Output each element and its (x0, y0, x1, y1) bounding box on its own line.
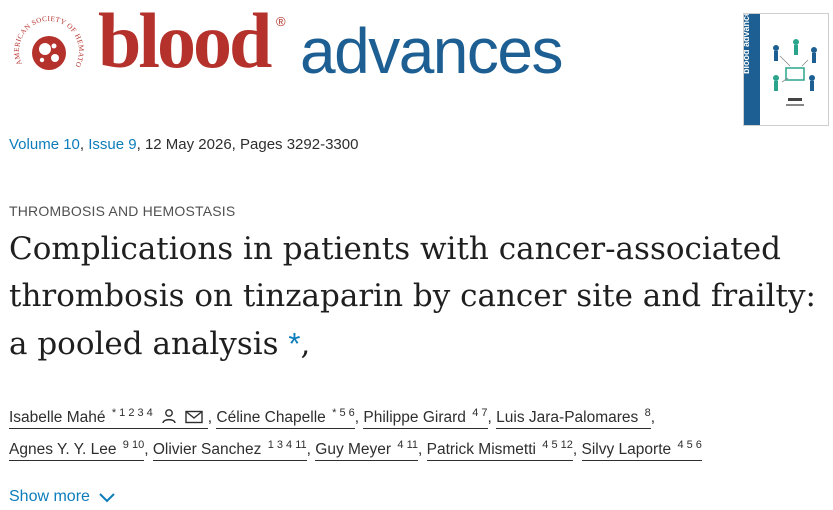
author-name: Agnes Y. Y. Lee (9, 441, 117, 458)
issue-date-pages: , 12 May 2026, Pages 3292-3300 (136, 136, 359, 153)
cover-stripe (744, 14, 760, 125)
title-trailing-comma: , (300, 326, 311, 362)
author-affiliations: * 5 6 (332, 406, 355, 419)
cover-label: blood advances (743, 14, 751, 74)
logo-blood-wordmark: blood (98, 0, 272, 84)
author-affiliations: 4 5 12 (542, 438, 573, 451)
author-affiliations: 4 11 (397, 438, 418, 451)
author-separator: , (144, 441, 149, 458)
issue-separator: , (79, 136, 89, 153)
issue-link[interactable]: Issue 9 (88, 136, 137, 153)
article-title-text: Complications in patients with cancer-as… (9, 231, 816, 362)
article-title: Complications in patients with cancer-as… (9, 226, 829, 368)
title-footnote-link[interactable]: * (288, 326, 301, 361)
author-name: Olivier Sanchez (152, 441, 262, 458)
author-affiliations: 4 5 6 (677, 438, 702, 451)
author-link[interactable]: Silvy Laporte 4 5 6 (581, 438, 702, 461)
issue-info: Volume 10, Issue 9, 12 May 2026, Pages 3… (9, 136, 358, 153)
volume-link[interactable]: Volume 10 (9, 136, 80, 153)
author-link[interactable]: Olivier Sanchez 1 3 4 11 (152, 438, 307, 461)
author-separator: , (207, 409, 213, 426)
author-link[interactable]: Agnes Y. Y. Lee 9 10 (9, 438, 145, 461)
ash-seal-logo: AMERICAN SOCIETY OF HEMATOLOGY (10, 12, 85, 70)
author-link[interactable]: Philippe Girard 4 7 (363, 406, 488, 429)
author-name: Silvy Laporte (581, 441, 672, 458)
author-affiliations: 8 (644, 406, 651, 419)
author-separator: , (650, 409, 656, 426)
author-separator: , (487, 409, 492, 426)
author-separator: , (354, 409, 360, 426)
article-category: THROMBOSIS AND HEMOSTASIS (9, 203, 236, 219)
show-more-label: Show more (9, 488, 90, 505)
author-name: Céline Chapelle (216, 409, 326, 426)
author-name: Luis Jara-Palomares (496, 409, 639, 426)
author-name: Guy Meyer (315, 441, 392, 458)
author-affiliations: * 1 2 3 4 (111, 406, 153, 419)
author-affiliations: 4 7 (472, 406, 488, 419)
person-icon[interactable] (161, 408, 177, 424)
author-separator: , (306, 441, 311, 458)
author-link[interactable]: Guy Meyer 4 11 (315, 438, 418, 461)
show-more-button[interactable]: Show more (9, 488, 116, 506)
journal-header: AMERICAN SOCIETY OF HEMATOLOGY blood ® a… (0, 0, 833, 126)
author-name: Isabelle Mahé (9, 409, 106, 426)
author-name: Patrick Mismetti (426, 441, 536, 458)
author-name: Philippe Girard (363, 409, 466, 426)
author-separator: , (417, 441, 423, 458)
author-affiliations: 9 10 (122, 438, 145, 451)
logo-registered-mark: ® (276, 14, 286, 29)
logo-advances-wordmark: advances (300, 15, 563, 87)
chevron-down-icon (99, 493, 115, 503)
author-affiliations: 1 3 4 11 (267, 438, 307, 451)
envelope-icon[interactable] (185, 410, 204, 424)
journal-cover-thumbnail[interactable]: blood advances (743, 13, 829, 126)
author-link[interactable]: Luis Jara-Palomares 8 (496, 406, 651, 429)
author-separator: , (572, 441, 578, 458)
author-list: Isabelle Mahé * 1 2 3 4 , Céline Chapell… (9, 402, 829, 466)
author-link[interactable]: Isabelle Mahé * 1 2 3 4 (9, 406, 208, 429)
author-link[interactable]: Céline Chapelle * 5 6 (216, 406, 355, 429)
author-link[interactable]: Patrick Mismetti 4 5 12 (426, 438, 573, 461)
cover-illustration (773, 39, 817, 106)
